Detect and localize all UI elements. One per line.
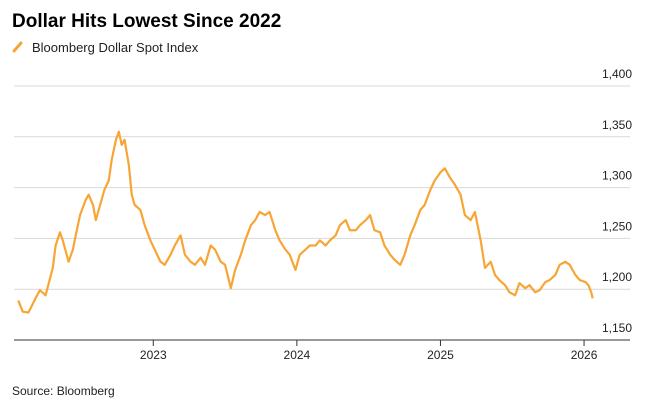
- chart-title: Dollar Hits Lowest Since 2022: [12, 11, 281, 32]
- legend-swatch: [12, 41, 23, 53]
- x-tick-label: 2025: [427, 348, 454, 362]
- x-tick-label: 2023: [140, 348, 167, 362]
- source: Source: Bloomberg: [12, 384, 115, 398]
- x-tick-label: 2024: [284, 348, 311, 362]
- data-line: [17, 130, 594, 314]
- legend-label: Bloomberg Dollar Spot Index: [32, 40, 199, 55]
- y-tick-label: 1,150: [602, 321, 632, 335]
- x-tick-label: 2026: [571, 348, 598, 362]
- y-tick-label: 1,300: [602, 169, 632, 183]
- y-tick-label: 1,200: [602, 270, 632, 284]
- y-tick-label: 1,250: [602, 219, 632, 233]
- y-tick-label: 1,400: [602, 67, 632, 81]
- y-tick-label: 1,350: [602, 118, 632, 132]
